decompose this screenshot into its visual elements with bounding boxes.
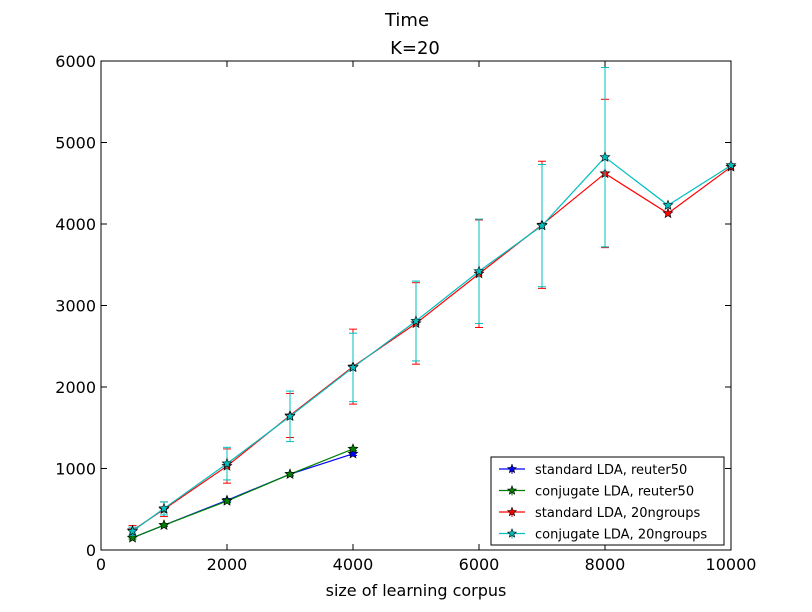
legend: standard LDA, reuter50 conjugate LDA, reu… (490, 456, 725, 546)
data-point (284, 468, 296, 479)
data-point (347, 448, 359, 459)
data-point (662, 199, 674, 210)
plot-area: 0 2000 4000 6000 8000 10000 0 1000 2000 3000 4000 5… (55, 52, 756, 574)
data-point (410, 315, 422, 326)
data-point (347, 443, 359, 454)
legend-marker (506, 528, 518, 538)
data-point (536, 219, 548, 231)
data-point (473, 265, 485, 276)
y-tick-label: 0 (86, 541, 96, 560)
y-tick-label: 4000 (55, 215, 96, 234)
x-tick-label: 0 (96, 555, 106, 574)
y-tick-label: 6000 (55, 52, 96, 71)
legend-marker (506, 506, 518, 517)
series-4 (126, 67, 737, 536)
legend-box (490, 456, 725, 546)
legend-label: conjugate LDA, reuter50 (535, 485, 694, 500)
legend-marker (506, 485, 518, 495)
data-point (126, 525, 139, 536)
x-tick-label: 2000 (207, 555, 248, 574)
data-point (599, 151, 611, 162)
y-tick-label: 2000 (55, 378, 96, 397)
data-point (347, 361, 359, 373)
data-point (725, 159, 737, 171)
data-point (158, 502, 170, 514)
chart-subtitle: K=20 (390, 38, 440, 59)
x-axis-label: size of learning corpus (326, 581, 507, 600)
x-tick-label: 6000 (459, 555, 500, 574)
legend-label: standard LDA, 20ngroups (535, 506, 701, 521)
data-point (284, 410, 296, 422)
data-point (221, 495, 233, 506)
data-point (158, 519, 170, 530)
x-tick-label: 4000 (333, 555, 374, 574)
data-point (126, 531, 139, 543)
data-point (221, 457, 233, 469)
y-tick-label: 1000 (55, 460, 96, 479)
legend-label: standard LDA, reuter50 (535, 463, 687, 478)
x-tick-label: 10000 (706, 555, 757, 574)
series-2 (126, 443, 359, 543)
y-tick-label: 3000 (55, 297, 96, 316)
chart-title: Time (384, 10, 429, 31)
data-point (662, 207, 674, 219)
legend-marker (506, 463, 518, 474)
x-tick-label: 8000 (585, 555, 626, 574)
legend-label: conjugate LDA, 20ngroups (535, 528, 707, 543)
y-tick-label: 5000 (55, 134, 96, 153)
